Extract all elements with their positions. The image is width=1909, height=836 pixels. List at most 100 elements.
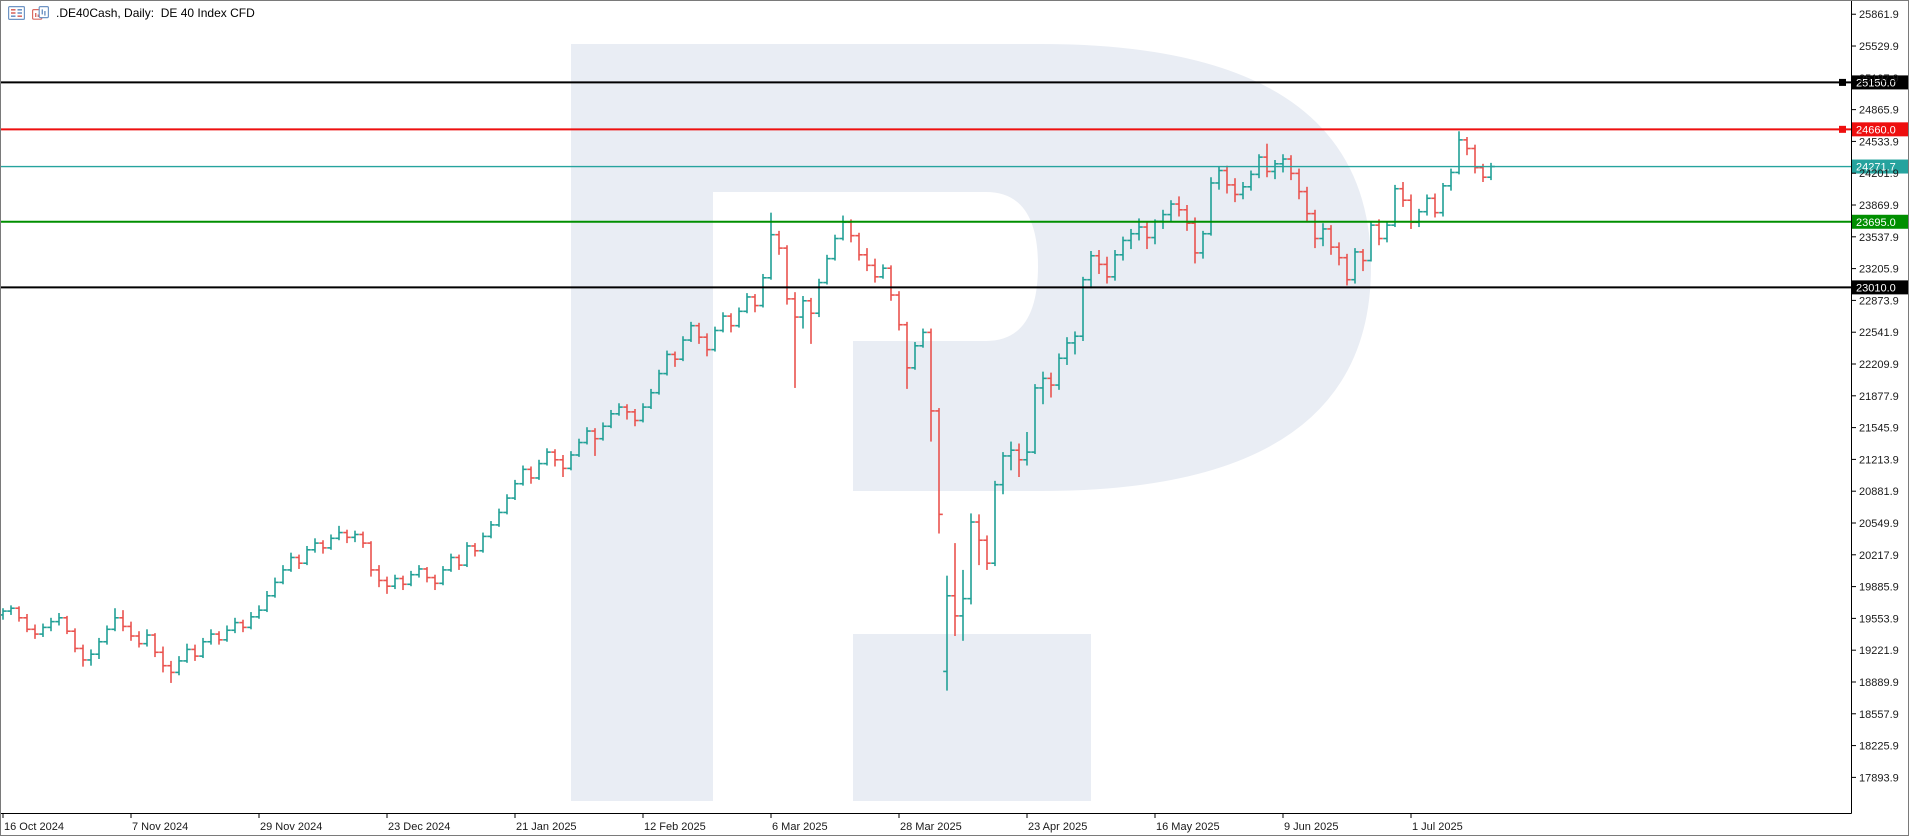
ohlc-bar <box>799 295 807 329</box>
ohlc-bar <box>599 422 607 441</box>
ohlc-bar <box>495 508 503 527</box>
ohlc-bar <box>1455 131 1463 175</box>
ohlc-bar <box>1271 159 1279 180</box>
ohlc-bar <box>983 535 991 570</box>
price-tick-label: 23869.9 <box>1859 200 1899 212</box>
ohlc-bar <box>263 590 271 613</box>
chart-header: .DE40Cash, Daily: DE 40 Index CFD <box>8 6 255 20</box>
price-tick-label: 25197.9 <box>1859 73 1899 85</box>
ohlc-bar <box>1263 143 1271 178</box>
price-label-text: 23010.0 <box>1856 282 1896 294</box>
ohlc-bar <box>831 234 839 261</box>
ohlc-bar <box>1463 137 1471 156</box>
hline-23695.0[interactable]: 23695.0 <box>1 214 1909 229</box>
price-label-text: 23695.0 <box>1856 217 1896 229</box>
ohlc-bars-layer <box>1 131 1495 691</box>
ohlc-bar <box>319 540 327 554</box>
ohlc-bar <box>1143 222 1151 250</box>
ohlc-bar <box>1007 441 1015 471</box>
ohlc-bar <box>279 565 287 585</box>
ohlc-bar <box>1031 384 1039 455</box>
ohlc-bar <box>927 328 935 442</box>
ohlc-bar <box>1287 155 1295 181</box>
price-tick-label: 24865.9 <box>1859 105 1899 117</box>
current-price-line[interactable]: 24271.7 <box>1 159 1909 174</box>
ohlc-bar <box>271 577 279 598</box>
ohlc-bar <box>967 513 975 605</box>
ohlc-bar <box>1111 250 1119 281</box>
date-tick-label: 7 Nov 2024 <box>132 821 188 833</box>
ohlc-bar <box>303 545 311 566</box>
ohlc-bar <box>1447 168 1455 191</box>
ohlc-bar <box>127 621 135 641</box>
ohlc-bar <box>607 409 615 429</box>
ohlc-bar <box>1431 193 1439 218</box>
ohlc-bar <box>1175 196 1183 217</box>
ohlc-bar <box>1167 200 1175 222</box>
horizontal-lines-layer[interactable]: 25150.0 24660.0 24271.7 23695.0 23010.0 <box>1 75 1909 295</box>
hline-25150.0[interactable]: 25150.0 <box>1 75 1909 90</box>
price-scale[interactable]: 25861.9 25529.9 25197.9 24865.9 24533.9 24201… <box>1851 9 1899 784</box>
ohlc-bar <box>583 427 591 445</box>
ohlc-bar <box>1183 205 1191 231</box>
date-tick-label: 16 Oct 2024 <box>4 821 64 833</box>
ohlc-bar <box>175 656 183 676</box>
hline-24660.0[interactable]: 24660.0 <box>1 122 1909 137</box>
ohlc-bar <box>855 232 863 261</box>
ohlc-bar <box>1367 221 1375 262</box>
ohlc-bar <box>1303 186 1311 222</box>
quotes-table-icon <box>8 6 25 20</box>
price-tick-label: 21877.9 <box>1859 391 1899 403</box>
ohlc-bar <box>1039 371 1047 405</box>
ohlc-bar <box>919 328 927 348</box>
date-tick-label: 28 Mar 2025 <box>900 821 962 833</box>
date-tick-label: 21 Jan 2025 <box>516 821 577 833</box>
price-tick-label: 19221.9 <box>1859 645 1899 657</box>
ohlc-bar <box>1351 248 1359 284</box>
price-label-badge <box>1852 280 1908 295</box>
ohlc-bar <box>207 629 215 645</box>
ohlc-bar <box>1399 182 1407 207</box>
ohlc-bar <box>391 574 399 590</box>
price-tick-label: 20217.9 <box>1859 550 1899 562</box>
ohlc-bar <box>1055 353 1063 390</box>
ohlc-bar <box>663 350 671 376</box>
ohlc-bar <box>711 326 719 352</box>
ohlc-bar <box>1359 249 1367 272</box>
ohlc-bar <box>247 612 255 630</box>
price-tick-label: 24533.9 <box>1859 136 1899 148</box>
date-tick-label: 6 Mar 2025 <box>772 821 828 833</box>
ohlc-bar <box>679 336 687 362</box>
ohlc-bar <box>911 341 919 370</box>
ohlc-bar <box>415 565 423 578</box>
ohlc-bar <box>807 297 815 344</box>
price-label-text: 24271.7 <box>1856 162 1896 174</box>
ohlc-bar <box>1319 223 1327 247</box>
ohlc-bar <box>1439 182 1447 217</box>
ohlc-bar <box>695 322 703 344</box>
ohlc-bar <box>1375 219 1383 246</box>
ohlc-bar <box>1191 217 1199 264</box>
ohlc-bar <box>703 333 711 357</box>
line-handle[interactable] <box>1839 125 1846 133</box>
date-tick-label: 29 Nov 2024 <box>260 821 322 833</box>
date-tick-label: 1 Jul 2025 <box>1412 821 1463 833</box>
ohlc-bar <box>839 215 847 241</box>
ohlc-bar <box>223 625 231 642</box>
ohlc-bar <box>135 631 143 648</box>
chart-title: .DE40Cash, Daily: DE 40 Index CFD <box>56 6 255 20</box>
ohlc-bar <box>1015 443 1023 478</box>
line-handle[interactable] <box>1839 78 1846 86</box>
time-scale[interactable]: 16 Oct 2024 7 Nov 2024 29 Nov 2024 23 Dec 2… <box>2 813 1463 833</box>
ohlc-bar <box>471 543 479 557</box>
price-tick-label: 17893.9 <box>1859 772 1899 784</box>
price-label-badge <box>1852 159 1908 174</box>
ohlc-bar <box>591 428 599 456</box>
ohlc-bar <box>999 452 1007 495</box>
hline-23010.0[interactable]: 23010.0 <box>1 280 1909 295</box>
ohlc-bar <box>631 409 639 427</box>
price-tick-label: 23205.9 <box>1859 264 1899 276</box>
